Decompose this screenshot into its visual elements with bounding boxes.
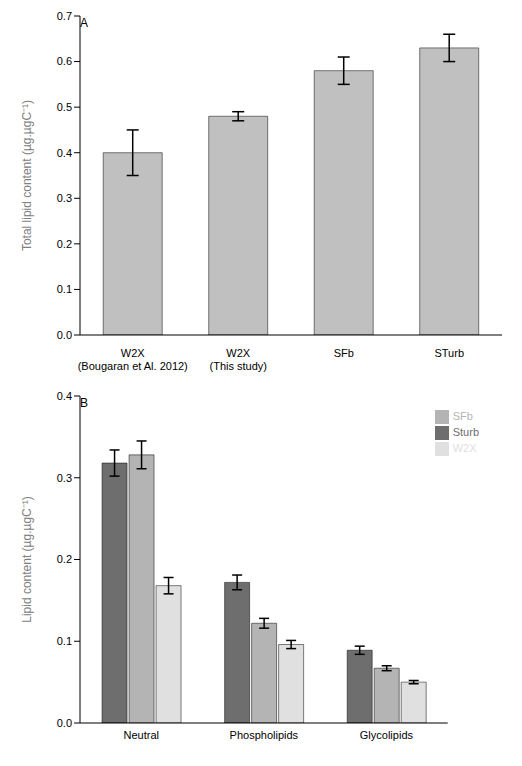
svg-text:0.0: 0.0 — [57, 329, 72, 341]
svg-text:W2X(This study): W2X(This study) — [210, 347, 267, 372]
svg-text:0.4: 0.4 — [57, 390, 72, 402]
html-text:SFb: SFb — [452, 410, 473, 422]
svg-text:Lipid content (µg.µgC⁻¹): Lipid content (µg.µgC⁻¹) — [20, 496, 34, 623]
html-text:A: A — [80, 16, 88, 30]
svg-text:0.2: 0.2 — [57, 238, 72, 250]
svg-text:0.5: 0.5 — [57, 101, 72, 113]
svg-text:0.3: 0.3 — [57, 472, 72, 484]
html-text:B: B — [80, 396, 88, 410]
html-text:W2X: W2X — [452, 442, 477, 455]
svg-text:W2X(Bougaran et Al. 2012): W2X(Bougaran et Al. 2012) — [78, 347, 188, 372]
svg-text:0.4: 0.4 — [57, 147, 72, 159]
svg-text:0.3: 0.3 — [57, 192, 72, 204]
svg-text:0.0: 0.0 — [57, 717, 72, 729]
svg-text:0.7: 0.7 — [57, 10, 72, 22]
svg-text:0.1: 0.1 — [57, 635, 72, 647]
svg-text:0.6: 0.6 — [57, 55, 72, 67]
svg-text:Phospholipids: Phospholipids — [230, 729, 299, 741]
svg-text:0.2: 0.2 — [57, 553, 72, 565]
svg-text:SFb: SFb — [334, 347, 354, 359]
svg-text:Neutral: Neutral — [124, 729, 159, 741]
svg-text:STurb: STurb — [434, 347, 464, 359]
svg-text:0.1: 0.1 — [57, 283, 72, 295]
svg-text:Glycolipids: Glycolipids — [360, 729, 414, 741]
html-text:Sturb: Sturb — [452, 426, 479, 439]
svg-text:Total lipid content (µg.µgC⁻¹): Total lipid content (µg.µgC⁻¹) — [20, 100, 34, 251]
